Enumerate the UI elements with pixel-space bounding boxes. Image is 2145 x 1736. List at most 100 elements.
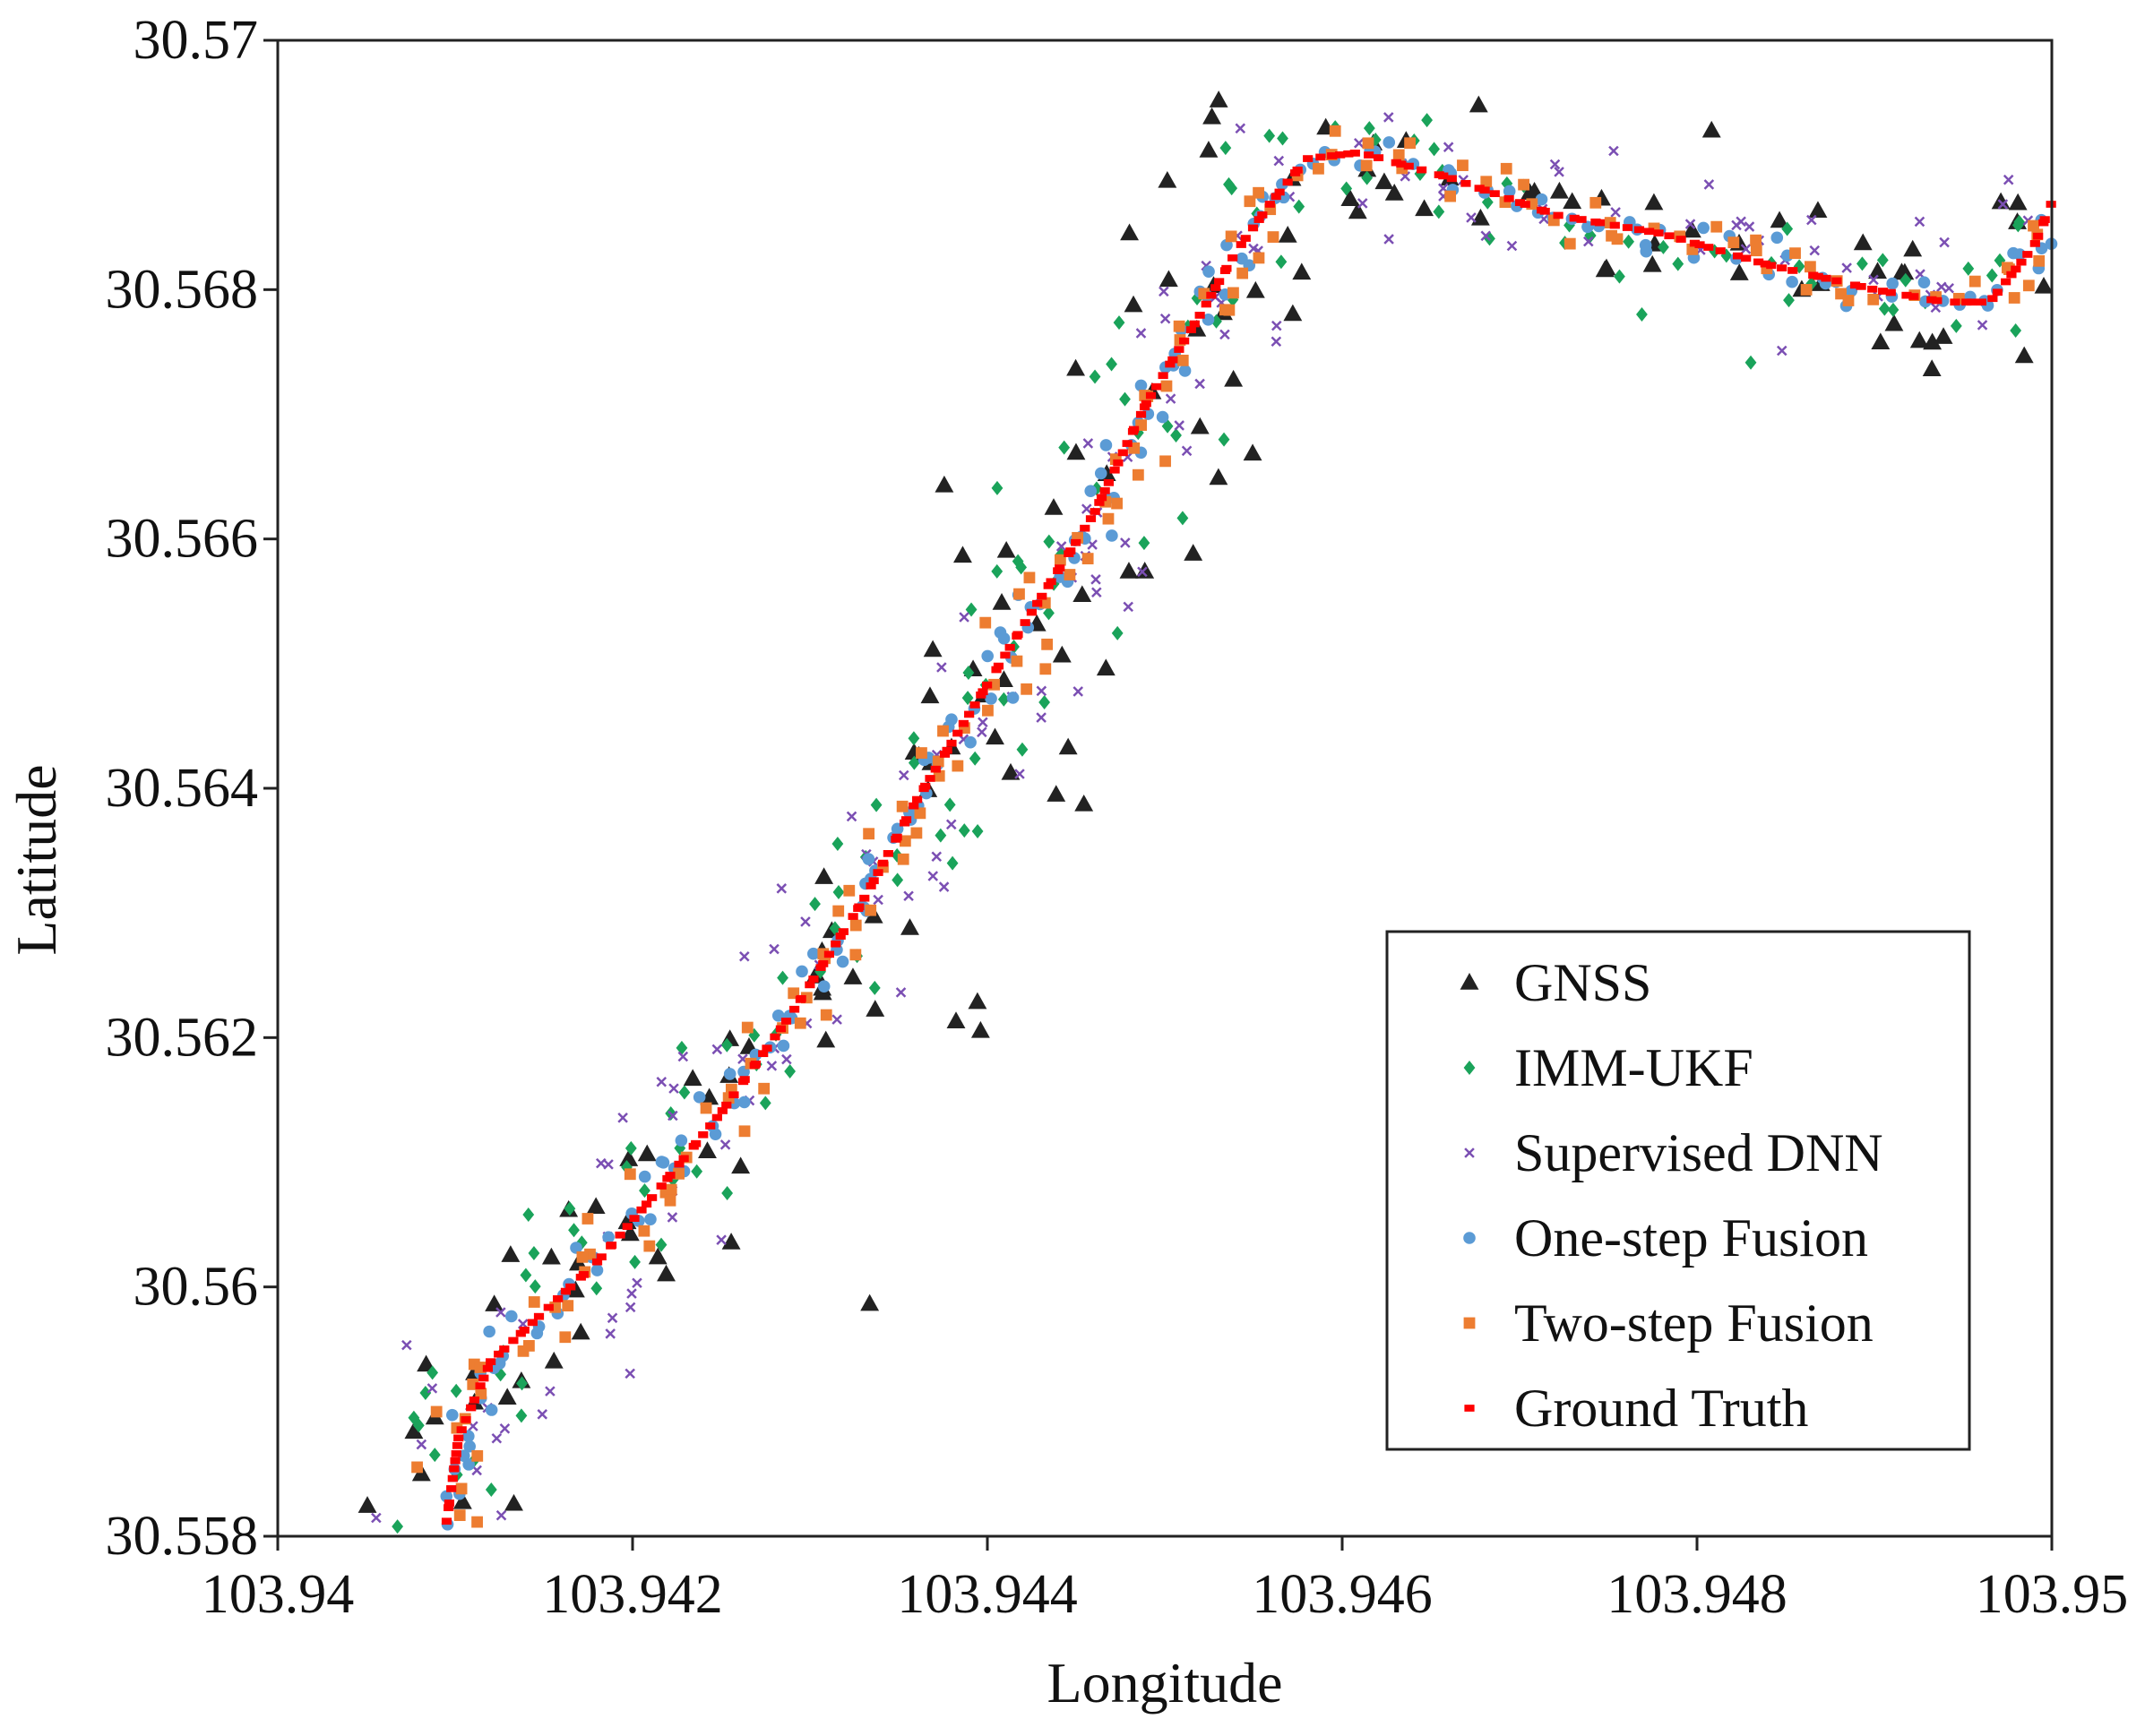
supervised-dnn-point <box>846 811 857 822</box>
one-step-fusion-point <box>737 1096 751 1109</box>
one-step-fusion-point <box>985 692 997 705</box>
supervised-dnn-point <box>603 1159 614 1170</box>
two-step-fusion-point <box>1064 569 1076 580</box>
imm-ukf-point <box>1658 239 1669 254</box>
two-step-fusion-point <box>1842 295 1855 306</box>
imm-ukf-point <box>450 1383 462 1398</box>
two-step-fusion-point <box>832 905 845 917</box>
gnss-point <box>1853 233 1873 251</box>
supervised-dnn-point <box>1219 329 1230 340</box>
gnss-point <box>1058 737 1078 755</box>
ground-truth-point <box>1885 288 1896 296</box>
ground-truth-point <box>461 1415 471 1423</box>
ground-truth-point <box>1117 449 1128 457</box>
ground-truth-point <box>1926 296 1937 304</box>
one-step-fusion-point <box>817 980 831 993</box>
ground-truth-point <box>1849 281 1861 289</box>
ground-truth-point <box>1315 153 1326 161</box>
ground-truth-point <box>2029 240 2040 247</box>
ground-truth-point <box>1128 425 1140 434</box>
ground-truth-point <box>1201 300 1211 308</box>
ground-truth-point <box>1460 179 1471 187</box>
supervised-dnn-point <box>1055 541 1067 552</box>
ground-truth-point <box>1950 298 1960 306</box>
ground-truth-point <box>2016 258 2027 266</box>
ground-truth-point <box>1417 166 1427 174</box>
supervised-dnn-point <box>677 1051 689 1062</box>
gnss-point <box>417 1354 436 1372</box>
two-step-fusion-point <box>738 1125 751 1138</box>
gnss-point <box>1934 327 1953 344</box>
two-step-fusion-point <box>453 1509 466 1521</box>
ground-truth-point <box>1489 190 1500 198</box>
ground-truth-point <box>1185 326 1196 333</box>
gnss-point <box>1729 263 1749 280</box>
gnss-point <box>721 1233 741 1250</box>
ground-truth-point <box>475 1382 486 1389</box>
one-step-fusion-point <box>440 1490 453 1503</box>
two-step-fusion-point <box>1404 137 1416 150</box>
ground-truth-point <box>1020 619 1030 626</box>
supervised-dnn-point <box>491 1432 503 1444</box>
gnss-point <box>1871 332 1891 350</box>
two-step-fusion-point <box>1457 159 1469 172</box>
two-step-fusion-point <box>528 1296 540 1308</box>
supervised-dnn-point <box>1091 587 1102 598</box>
one-step-fusion-point <box>723 1068 737 1080</box>
ground-truth-point <box>2011 265 2021 273</box>
imm-ukf-point <box>1210 314 1222 329</box>
gnss-point <box>1469 95 1488 113</box>
gnss-point <box>992 593 1012 610</box>
legend: GNSS IMM-UKF Supervised DNN One-step Fusion… <box>1385 930 1971 1451</box>
imm-ukf-point <box>777 970 788 985</box>
ground-truth-point <box>912 795 923 804</box>
supervised-dnn-point <box>739 950 750 962</box>
supervised-dnn-point <box>1090 574 1101 585</box>
supervised-dnn-point <box>1480 230 1492 242</box>
ground-truth-point <box>1046 578 1056 586</box>
legend-marker-gnss <box>1460 973 1479 990</box>
legend-label: IMM-UKF <box>1514 1038 1753 1097</box>
two-step-fusion-point <box>624 1168 636 1181</box>
ground-truth-point <box>1514 199 1526 206</box>
imm-ukf-point <box>1293 199 1305 214</box>
supervised-dnn-point <box>978 717 988 728</box>
gnss-point <box>920 686 940 704</box>
ground-truth-point <box>508 1336 519 1345</box>
one-step-fusion-point <box>1236 252 1248 265</box>
imm-ukf-point <box>721 1186 734 1201</box>
two-step-fusion-point <box>1173 320 1185 332</box>
two-step-fusion-point <box>562 1300 574 1312</box>
ground-truth-point <box>1189 320 1200 328</box>
imm-ukf-point <box>1223 176 1235 192</box>
two-step-fusion-point <box>1500 162 1512 175</box>
two-step-fusion-point <box>865 904 877 916</box>
gnss-point <box>1074 794 1094 812</box>
two-step-fusion-point <box>1011 655 1023 667</box>
ground-truth-point <box>2001 278 2011 286</box>
one-step-fusion-point <box>1094 467 1107 480</box>
ground-truth-point <box>1026 608 1038 616</box>
imm-ukf-point <box>428 1448 441 1463</box>
supervised-dnn-point <box>1549 159 1561 170</box>
gnss-point <box>866 1000 885 1017</box>
imm-ukf-point <box>1015 560 1028 575</box>
ground-truth-point <box>1145 391 1157 400</box>
ground-truth-point <box>1703 244 1714 251</box>
supervised-dnn-point <box>668 1083 679 1094</box>
imm-ukf-point <box>1038 695 1051 710</box>
gnss-point <box>1520 183 1539 201</box>
imm-ukf-point <box>564 1201 576 1216</box>
two-step-fusion-point <box>1021 683 1033 695</box>
gnss-point <box>1190 417 1210 434</box>
ground-truth-point <box>1274 188 1285 196</box>
two-step-fusion-point <box>937 725 949 737</box>
supervised-dnn-point <box>776 883 788 894</box>
one-step-fusion-point <box>1134 379 1148 392</box>
supervised-dnn-point <box>895 987 907 998</box>
y-axis-title: Latitude <box>4 764 68 955</box>
ground-truth-point <box>969 701 980 709</box>
gnss-point <box>586 1197 606 1215</box>
one-step-fusion-point <box>1786 275 1798 288</box>
one-step-fusion-point <box>964 735 977 749</box>
